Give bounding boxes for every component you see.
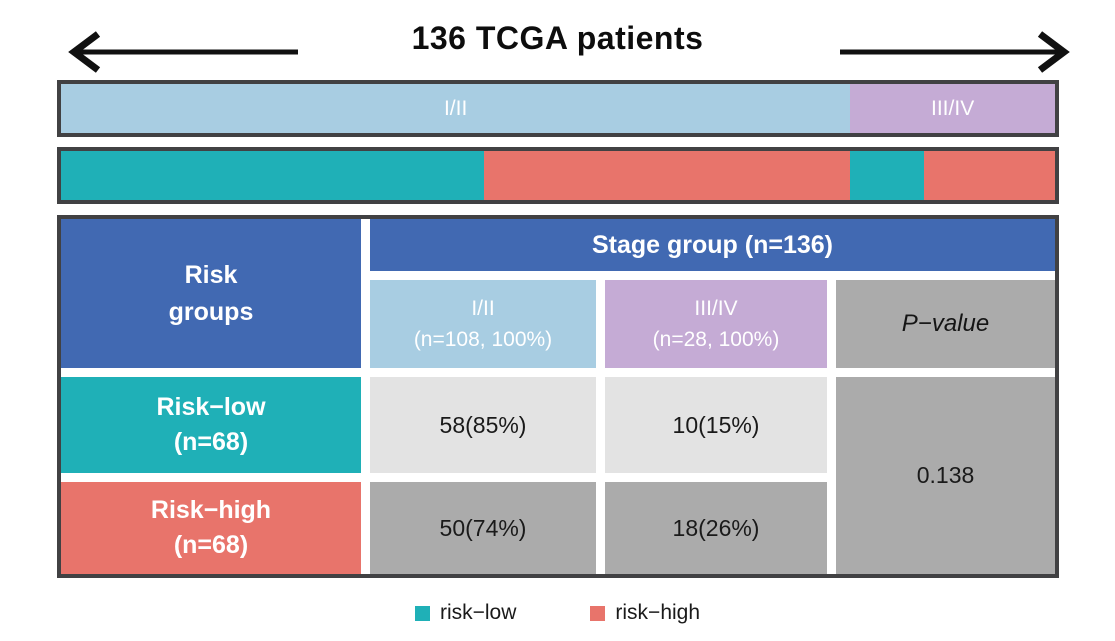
column-header-p-value: P−value <box>836 280 1055 368</box>
cell-risk-high-i-ii: 50(74%) <box>370 482 596 574</box>
stage-group-bar: I/II III/IV <box>57 80 1059 137</box>
row-header-risk-high: Risk−high (n=68) <box>61 482 361 574</box>
column-header-iii-iv: III/IV (n=28, 100%) <box>605 280 827 368</box>
risk-low-swatch-icon <box>414 605 430 621</box>
p-value-header-label: P−value <box>901 310 990 337</box>
p-value-number: 0.138 <box>916 462 975 488</box>
cell-risk-high-i-ii-value: 50(74%) <box>439 514 527 541</box>
legend-risk-high-label: risk−high <box>615 601 701 624</box>
legend-risk-low-label: risk−low <box>439 601 517 624</box>
risk-bar-segment-low-i-ii <box>61 151 485 200</box>
column-header-i-ii-line1: I/II <box>471 296 495 320</box>
risk-group-bar <box>57 147 1059 204</box>
cell-risk-low-iii-iv: 10(15%) <box>605 377 827 473</box>
stage-bar-segment-iii-iv: III/IV <box>850 84 1055 133</box>
title-row: 136 TCGA patients <box>0 12 1115 73</box>
stage-group-header: Stage group (n=136) <box>370 219 1055 271</box>
contingency-table: Risk groups Stage group (n=136) I/II (n=… <box>57 215 1059 578</box>
legend: risk−low risk−high <box>0 597 1115 629</box>
column-header-i-ii: I/II (n=108, 100%) <box>370 280 596 368</box>
left-arrow-icon <box>68 31 298 73</box>
row-header-risk-low-line1: Risk−low <box>156 393 266 421</box>
row-header-risk-low-line2: (n=68) <box>173 428 249 456</box>
cell-risk-low-iii-iv-value: 10(15%) <box>672 411 760 438</box>
column-header-iii-iv-line2: (n=28, 100%) <box>652 328 780 351</box>
column-header-i-ii-line2: (n=108, 100%) <box>413 328 553 351</box>
cell-risk-high-iii-iv-value: 18(26%) <box>672 514 760 541</box>
row-header-risk-low: Risk−low (n=68) <box>61 377 361 473</box>
risk-bar-segment-low-iii-iv <box>850 151 924 200</box>
row-header-risk-high-line2: (n=68) <box>173 531 249 559</box>
cell-risk-low-i-ii: 58(85%) <box>370 377 596 473</box>
cell-p-value: 0.138 <box>836 377 1055 574</box>
risk-bar-segment-high-i-ii <box>484 151 851 200</box>
stage-bar-label-iii-iv: III/IV <box>931 96 975 120</box>
right-arrow-icon <box>840 31 1070 73</box>
stage-bar-label-i-ii: I/II <box>443 96 468 120</box>
corner-header-line2: groups <box>168 297 254 326</box>
figure-title: 136 TCGA patients <box>411 20 704 56</box>
cell-risk-high-iii-iv: 18(26%) <box>605 482 827 574</box>
corner-header-line1: Risk <box>184 261 238 290</box>
risk-bar-segment-high-iii-iv <box>923 151 1055 200</box>
corner-header-risk-groups: Risk groups <box>61 219 361 368</box>
legend-item-risk-high: risk−high <box>590 601 700 625</box>
column-header-iii-iv-line1: III/IV <box>694 296 738 320</box>
row-header-risk-high-line1: Risk−high <box>150 496 272 524</box>
cell-risk-low-i-ii-value: 58(85%) <box>439 411 527 438</box>
stage-bar-segment-i-ii: I/II <box>61 84 851 133</box>
stage-group-header-label: Stage group (n=136) <box>591 230 833 259</box>
legend-item-risk-low: risk−low <box>414 601 517 625</box>
risk-high-swatch-icon <box>590 605 606 621</box>
